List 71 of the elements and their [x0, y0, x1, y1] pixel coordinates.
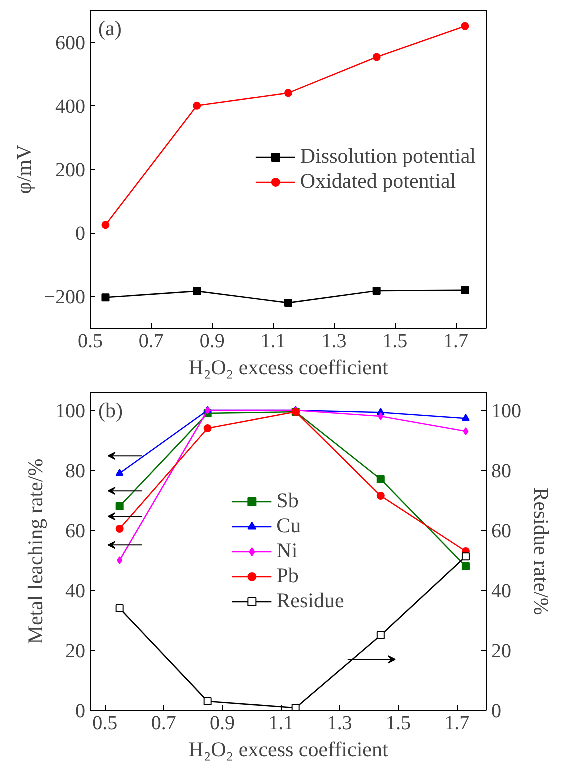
y-tick-label: 100 — [56, 400, 86, 422]
point — [117, 556, 123, 564]
y-tick-label: 40 — [66, 580, 86, 602]
y-tick-label: 0 — [76, 700, 86, 722]
point — [376, 476, 385, 484]
point — [372, 53, 381, 62]
y-tick-label: 0 — [76, 223, 86, 246]
y-tick-label: 80 — [66, 460, 86, 482]
point — [463, 428, 469, 436]
point — [462, 562, 470, 570]
point — [461, 22, 470, 30]
legend-label: Dissolution potential — [300, 144, 476, 169]
y2-tick-label: 0 — [492, 700, 502, 722]
x-tick-label: 0.5 — [92, 712, 118, 734]
point — [116, 525, 124, 533]
legend-label: Residue — [276, 588, 344, 614]
point — [284, 89, 292, 98]
legend-label: Sb — [276, 488, 299, 514]
point — [378, 412, 384, 420]
point — [376, 632, 385, 640]
point — [102, 221, 110, 230]
point — [284, 299, 292, 308]
x-tick-label: 0.7 — [151, 712, 176, 734]
legend-label: Pb — [276, 564, 299, 588]
point — [204, 698, 212, 706]
x-tick-label: 1.1 — [268, 712, 294, 734]
x-tick-label: 1.3 — [322, 330, 347, 352]
annotation: (b) — [98, 398, 123, 422]
legend-label: Ni — [276, 538, 298, 564]
point — [292, 704, 300, 710]
point — [461, 286, 470, 294]
annotation: (a) — [98, 16, 122, 40]
x-tick-label: 1.5 — [382, 330, 408, 352]
point — [193, 287, 202, 296]
x-tick-label: 0.5 — [78, 330, 103, 352]
y2-tick-label: 20 — [492, 640, 512, 662]
y-tick-label: 60 — [66, 520, 86, 542]
point — [116, 604, 124, 612]
x-tick-label: 1.7 — [444, 330, 469, 352]
legend-label: Cu — [276, 514, 302, 538]
point — [462, 414, 470, 422]
x-axis-title: H₂O₂ excess coefficient — [188, 356, 389, 380]
y-tick-label: 400 — [56, 96, 86, 118]
point — [116, 468, 124, 476]
y-tick-label: 600 — [56, 32, 86, 54]
point — [102, 294, 110, 302]
point — [376, 492, 385, 500]
y2-axis-title: Residue rate/% — [530, 488, 554, 616]
y2-tick-label: 60 — [492, 520, 512, 542]
x-tick-label: 1.5 — [386, 712, 411, 734]
y2-tick-label: 80 — [492, 460, 512, 482]
y-axis-title: Metal leaching rate/% — [24, 458, 48, 644]
x-tick-label: 1.3 — [327, 712, 352, 734]
point — [372, 286, 381, 295]
x-tick-label: 0.9 — [200, 330, 225, 352]
point — [204, 424, 212, 432]
y-tick-label: 20 — [66, 640, 86, 662]
y-tick-label: 200 — [56, 160, 86, 182]
x-tick-label: 0.7 — [138, 330, 164, 352]
point — [116, 502, 124, 510]
x-tick-label: 1.1 — [260, 330, 286, 352]
y2-tick-label: 40 — [492, 580, 512, 602]
x-tick-label: 1.7 — [444, 712, 470, 734]
point — [193, 102, 202, 110]
legend-label: Oxidated potential — [300, 169, 456, 194]
y-tick-label: −200 — [44, 286, 86, 309]
x-tick-label: 0.9 — [210, 712, 235, 734]
y2-tick-label: 100 — [492, 400, 522, 422]
point — [462, 552, 470, 561]
x-axis-title: H₂O₂ excess coefficient — [188, 738, 389, 762]
y-axis-title: φ/mV — [12, 144, 36, 194]
